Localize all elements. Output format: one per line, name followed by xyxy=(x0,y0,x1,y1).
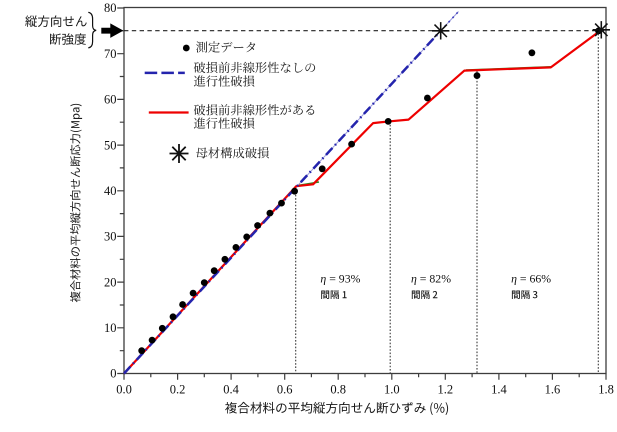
svg-text:η = 82%: η = 82% xyxy=(411,271,451,285)
svg-text:20: 20 xyxy=(104,275,117,289)
svg-text:η = 66%: η = 66% xyxy=(511,271,551,285)
svg-text:η = 93%: η = 93% xyxy=(320,271,360,285)
svg-text:70: 70 xyxy=(104,47,117,61)
svg-text:40: 40 xyxy=(104,184,117,198)
svg-text:0.0: 0.0 xyxy=(116,383,132,397)
svg-text:1.2: 1.2 xyxy=(437,383,453,397)
svg-text:30: 30 xyxy=(104,230,117,244)
svg-text:1.6: 1.6 xyxy=(545,383,561,397)
svg-text:0.2: 0.2 xyxy=(170,383,186,397)
svg-text:10: 10 xyxy=(104,321,117,335)
svg-text:50: 50 xyxy=(104,138,117,152)
svg-text:0.4: 0.4 xyxy=(223,383,239,397)
svg-text:1.0: 1.0 xyxy=(384,383,400,397)
svg-text:0.6: 0.6 xyxy=(277,383,293,397)
svg-text:0: 0 xyxy=(110,367,116,381)
svg-text:80: 80 xyxy=(104,1,117,15)
svg-text:1.8: 1.8 xyxy=(598,383,614,397)
svg-text:0.8: 0.8 xyxy=(330,383,346,397)
svg-text:60: 60 xyxy=(104,93,117,107)
svg-text:1.4: 1.4 xyxy=(491,383,507,397)
